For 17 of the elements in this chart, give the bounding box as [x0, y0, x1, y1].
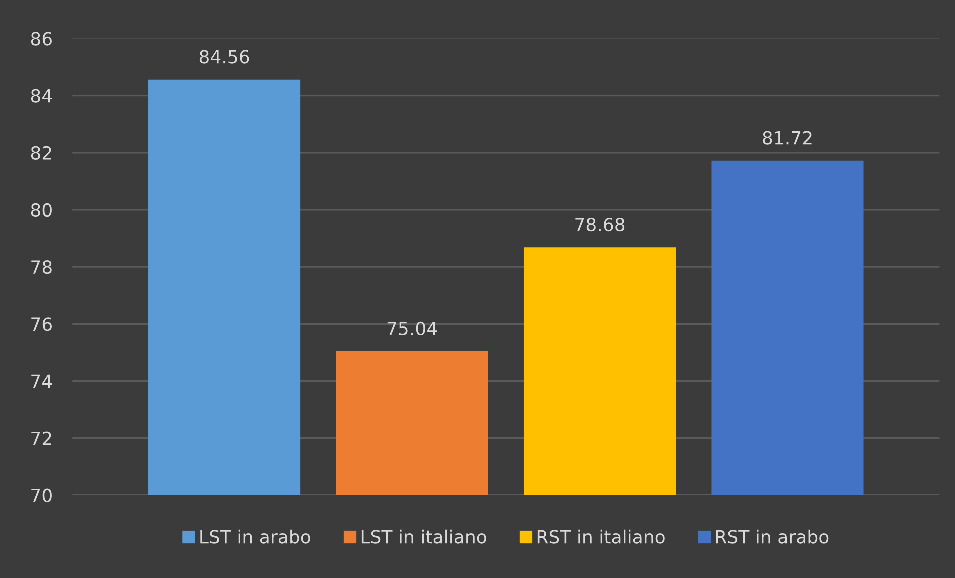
data-label: 75.04 — [388, 322, 438, 336]
legend-label: LST in italiano — [362, 530, 486, 544]
data-label: 84.56 — [200, 50, 250, 64]
y-tick-label: 82 — [31, 146, 52, 160]
y-tick-label: 70 — [32, 488, 52, 502]
legend-label: LST in arabo — [200, 530, 310, 544]
data-label: 81.72 — [763, 131, 812, 145]
y-tick-label: 78 — [32, 260, 52, 274]
y-tick-label: 80 — [31, 203, 52, 218]
legend-label: RST in italiano — [538, 530, 665, 544]
y-tick-label: 86 — [31, 32, 52, 46]
legend-label: RST in arabo — [716, 530, 829, 544]
y-tick-label: 84 — [31, 89, 52, 103]
y-tick-label: 72 — [32, 432, 52, 446]
data-label: 78.68 — [576, 218, 625, 232]
y-tick-label: 74 — [32, 374, 52, 388]
y-tick-label: 76 — [32, 318, 52, 332]
